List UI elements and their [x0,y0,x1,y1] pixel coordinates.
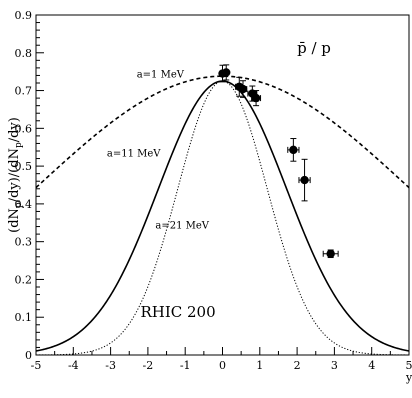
y-tick-label: 0.6 [15,122,33,135]
data-marker [222,68,231,77]
curve-a21 [36,80,409,356]
curve-label-a21: a=21 MeV [155,220,209,231]
y-axis-label-sub2: p [14,142,24,148]
x-axis: -5 -4 -3 -2 -1 0 1 2 3 4 5 [31,347,412,372]
data-marker [251,93,261,103]
x-tick-label: 5 [406,359,412,372]
data-point [287,138,300,162]
y-axis-label-mid: /dy)/(dN [7,148,22,202]
ratio-annotation: p̄ / p [297,39,331,57]
x-tick-label: 0 [219,359,226,372]
y-tick-label: 0.1 [15,311,33,324]
y-tick-label: 0.2 [15,273,33,286]
data-points [218,64,339,259]
data-point [251,90,262,107]
x-tick-label: 1 [256,359,263,372]
y-axis-label: (dNp/dy)/(dNp/dy) [7,117,24,233]
x-tick-label: -2 [143,359,154,372]
y-tick-label: 0.8 [15,47,33,60]
x-tick-label: -5 [31,359,42,372]
model-curves [35,75,410,356]
y-tick-label: 0.5 [15,160,33,173]
x-tick-label: 3 [331,359,338,372]
y-tick-label: 0 [25,349,32,362]
y-axis-label-end: /dy) [7,117,22,142]
curve-label-a1: a=1 MeV [137,69,185,80]
y-tick-label: 0.4 [15,198,33,211]
curve-a11 [35,80,410,352]
x-axis-label: y [405,371,412,384]
y-tick-label: 0.9 [15,9,33,22]
x-tick-label: -3 [105,359,116,372]
x-tick-label: 4 [368,359,375,372]
y-tick-label: 0.7 [15,85,33,98]
data-point [298,158,311,202]
y-axis-label-sub1: p [14,202,24,208]
data-marker [326,249,335,258]
data-point [238,80,248,98]
y-axis: 0 0.1 0.2 0.3 0.4 0.5 0.6 0.7 0.8 0.9 [15,9,44,362]
curve-a1 [35,75,410,189]
data-marker [238,84,248,94]
x-tick-label: -1 [180,359,191,372]
curve-label-a11: a=11 MeV [107,149,161,160]
data-point [322,249,339,259]
x-tick-label: 2 [294,359,301,372]
data-point [222,64,231,81]
x-tick-label: -4 [68,359,79,372]
y-tick-label: 0.3 [15,236,33,249]
data-marker [300,175,309,185]
system-annotation: RHIC 200 [140,303,215,321]
data-marker [289,145,298,155]
